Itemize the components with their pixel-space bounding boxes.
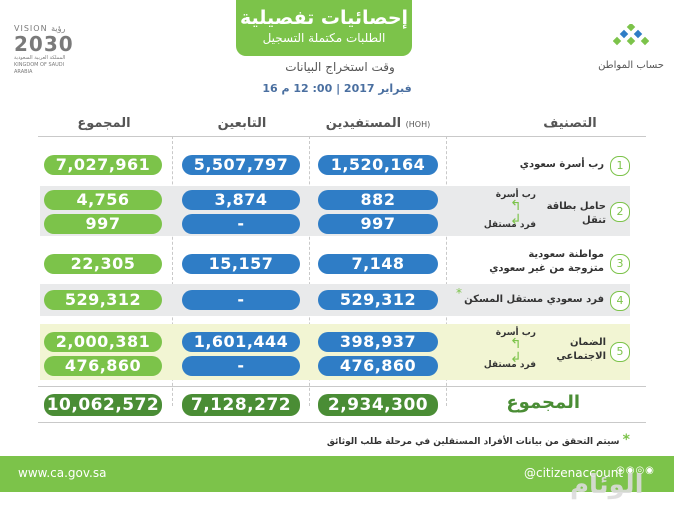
page-title: إحصائيات تفصيلية: [239, 7, 409, 29]
social-icons[interactable]: ◎◉◎◉: [616, 465, 655, 476]
dependents-value: 3,874: [182, 190, 300, 210]
row-label: الاجتماعي: [556, 351, 606, 362]
row-number: 3: [610, 254, 630, 274]
divider: [446, 136, 447, 406]
total-beneficiaries-value: 2,934,300: [318, 394, 438, 416]
page-subtitle: الطلبات مكتملة التسجيل: [262, 31, 386, 45]
grand-total-value: 10,062,572: [44, 394, 162, 416]
total-value: 2,000,381: [44, 332, 162, 352]
row-label: فرد سعودي مستقل المسكن: [464, 294, 604, 305]
row-sublabel: فرد مستقل: [483, 360, 536, 370]
column-header-dependents: التابعين: [217, 116, 267, 131]
social-handle[interactable]: @citizenaccount: [524, 466, 624, 480]
row-number: 5: [610, 342, 630, 362]
total-dependents-value: 7,128,272: [182, 394, 300, 416]
extract-date: 16 فبراير 2017 | 00: 12 م: [262, 82, 412, 95]
dependents-value: -: [182, 214, 300, 234]
citizen-account-logo: حساب المواطن: [596, 22, 666, 71]
total-value: 4,756: [44, 190, 162, 210]
beneficiaries-value: 1,520,164: [318, 155, 438, 175]
row-number: 1: [610, 156, 630, 176]
arrow-icon: ↲: [510, 212, 522, 228]
beneficiaries-value: 476,860: [318, 356, 438, 376]
vision-2030-logo: VISION رؤية 2030 المملكة العربية السعودي…: [14, 24, 74, 75]
row-sublabel: فرد مستقل: [483, 220, 536, 230]
dependents-value: 15,157: [182, 254, 300, 274]
row-label: مواطنة سعودية: [528, 249, 604, 260]
row-label: الضمان: [569, 337, 606, 348]
beneficiaries-value: 7,148: [318, 254, 438, 274]
footer-bar: www.ca.gov.sa @citizenaccount ◎◉◎◉: [0, 456, 674, 492]
total-value: 22,305: [44, 254, 162, 274]
arrow-icon: ↲: [510, 350, 522, 366]
row-label: حامل بطاقة تنقل: [546, 201, 606, 226]
beneficiaries-value: 529,312: [318, 290, 438, 310]
divider: [38, 136, 646, 137]
citizen-account-icon: [612, 22, 650, 46]
dependents-value: 5,507,797: [182, 155, 300, 175]
dependents-value: -: [182, 356, 300, 376]
footnote: سيتم التحقق من بيانات الأفراد المستقلين …: [326, 432, 630, 448]
totals-label: المجموع: [506, 392, 580, 413]
row-number: 2: [610, 202, 630, 222]
star-icon: *: [456, 286, 462, 300]
website-link[interactable]: www.ca.gov.sa: [18, 466, 107, 480]
column-header-total: المجموع: [77, 116, 131, 131]
arrow-icon: ↰: [510, 198, 522, 214]
beneficiaries-value: 997: [318, 214, 438, 234]
row-sublabel: رب أسرة: [495, 190, 536, 200]
row-sublabel: رب أسرة: [495, 328, 536, 338]
row-number: 4: [610, 291, 630, 311]
divider: [38, 422, 646, 423]
arrow-icon: ↰: [510, 336, 522, 352]
row-label: رب أسرة سعودي: [519, 159, 604, 170]
divider: [38, 386, 646, 387]
column-header-beneficiaries: المستفيدين (HOH): [325, 116, 431, 131]
column-header-category: التصنيف: [543, 116, 597, 131]
extract-time-label: وقت استخراج البيانات: [285, 60, 395, 74]
total-value: 529,312: [44, 290, 162, 310]
brand-name: حساب المواطن: [598, 60, 664, 71]
row-label: متزوجة من غير سعودي: [489, 263, 604, 274]
total-value: 997: [44, 214, 162, 234]
dependents-value: 1,601,444: [182, 332, 300, 352]
total-value: 7,027,961: [44, 155, 162, 175]
total-value: 476,860: [44, 356, 162, 376]
watermark-logo: الوئام: [570, 470, 644, 500]
divider: [172, 136, 173, 406]
divider: [309, 136, 310, 406]
beneficiaries-value: 398,937: [318, 332, 438, 352]
beneficiaries-value: 882: [318, 190, 438, 210]
header-banner: إحصائيات تفصيلية الطلبات مكتملة التسجيل: [236, 0, 412, 56]
star-icon: *: [622, 432, 630, 448]
dependents-value: -: [182, 290, 300, 310]
